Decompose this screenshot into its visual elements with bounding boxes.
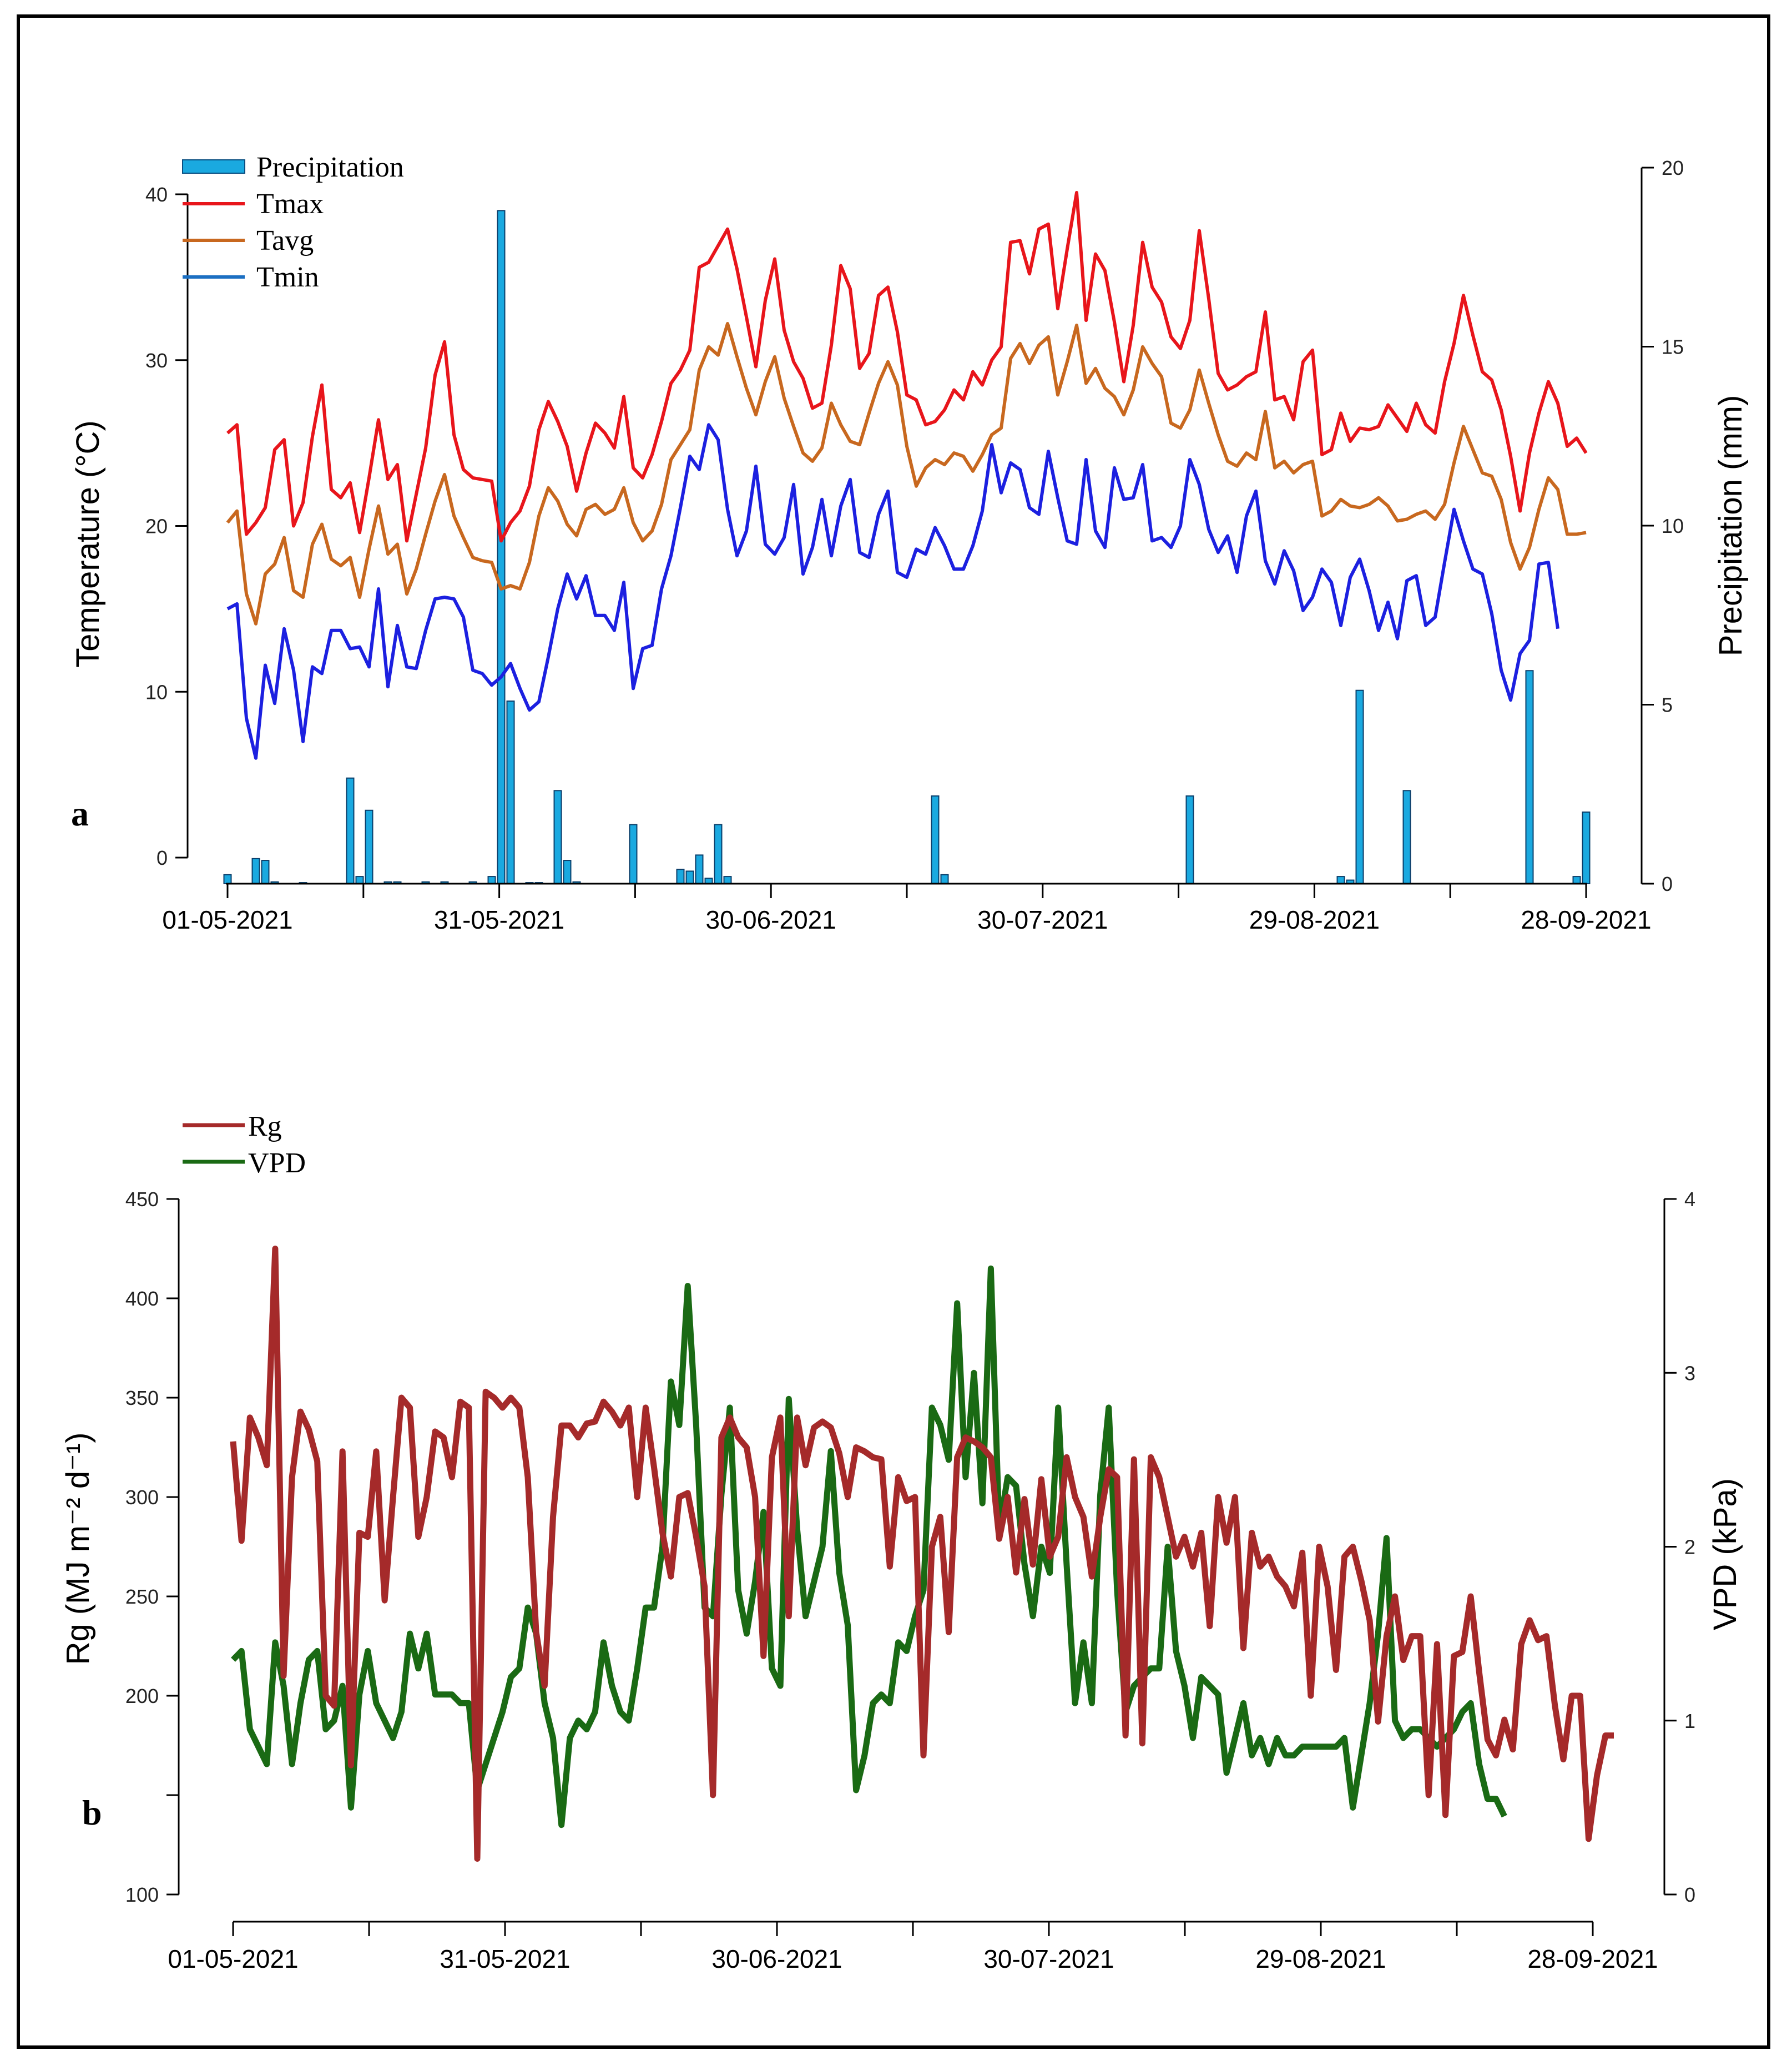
a-right-ticks-label: 5 [1662,694,1673,717]
precipitation-bar [1355,689,1364,884]
b-left-ticks: 100 200 250 300 350 400 450 [125,1188,179,1906]
precipitation-bar [1185,795,1194,884]
panel-b: 100 200 250 300 350 400 450 0 1 2 3 4 01-05-2021 31… [60,1111,1743,1973]
legend-label-tavg: Tavg [256,225,314,256]
precipitation-bar [695,854,704,885]
legend-swatch-precipitation [182,159,245,174]
legend-label-vpd: VPD [248,1147,306,1179]
a-right-ticks-label: 0 [1662,873,1673,895]
b-right-ticks-label: 4 [1684,1188,1695,1211]
precipitation-bar [1402,790,1411,885]
precipitation-bar [676,869,685,884]
a-y-right-title: Precipitation (mm) [1713,395,1749,657]
x-tick-label: 28-09-2021 [1521,905,1651,934]
precipitation-bar [1572,876,1581,884]
x-tick-label: 30-06-2021 [711,1944,842,1973]
series-line-tavg [226,322,1587,626]
rg-vpd-lines [230,1246,1614,1862]
precipitation-bar [497,210,506,884]
b-left-ticks-label: 400 [125,1287,159,1310]
a-left-ticks-label: 40 [145,183,168,206]
precipitation-bar [355,876,364,884]
x-tick-label: 30-07-2021 [983,1944,1114,1973]
x-tick-label: 29-08-2021 [1255,1944,1386,1973]
precipitation-bar [346,777,355,884]
legend-label-tmin: Tmin [256,261,319,293]
precipitation-bar [685,870,694,885]
precipitation-bar [723,876,732,884]
a-y-left-title: Temperature (°C) [70,420,106,667]
series-line-tmax [226,191,1588,543]
precipitation-bar [714,824,723,884]
b-y-left-title: Rg (MJ m⁻² d⁻¹) [60,1433,96,1665]
x-tick-label: 30-06-2021 [706,905,836,934]
x-tick-label: 01-05-2021 [162,905,292,934]
b-right-ticks: 0 1 2 3 4 [1664,1188,1695,1906]
precipitation-bar [251,858,260,884]
legend-label-precipitation: Precipitation [256,152,404,183]
precipitation-bar [931,795,940,884]
a-legend: Precipitation Tmax Tavg Tmin [182,152,404,293]
a-x-ticks: 01-05-2021 31-05-2021 30-06-2021 30-07-2021… [162,884,1652,934]
x-tick-label: 31-05-2021 [440,1944,570,1973]
precipitation-bar [629,824,638,884]
b-left-ticks-label: 450 [125,1188,159,1211]
series-line-vpd [231,1265,1507,1828]
x-tick-label: 29-08-2021 [1249,905,1380,934]
a-left-ticks: 0 10 20 30 40 [145,183,188,869]
figure-frame [17,14,1770,2049]
precipitation-bar [1525,670,1534,884]
b-left-ticks-label: 200 [125,1685,159,1707]
precipitation-bars [223,210,1591,885]
b-right-ticks-label: 3 [1684,1362,1695,1384]
legend-label-rg: Rg [248,1111,282,1142]
precipitation-bar [261,860,270,884]
a-right-ticks: 0 5 10 15 20 [1642,157,1684,895]
b-x-ticks: 01-05-2021 31-05-2021 30-06-2021 30-07-2021… [168,1922,1658,1973]
x-tick-label: 30-07-2021 [977,905,1108,934]
b-legend: Rg VPD [183,1111,306,1179]
panel-a: 0 10 20 30 40 0 5 10 15 20 01-05-2021 31-05-2021 3… [70,152,1749,934]
precipitation-bar [223,874,232,884]
a-right-ticks-label: 20 [1662,157,1684,179]
a-left-ticks-label: 10 [145,681,168,703]
x-tick-label: 28-09-2021 [1527,1944,1658,1973]
precipitation-bar [563,860,572,884]
precipitation-bar [940,874,949,884]
a-left-ticks-label: 30 [145,349,168,372]
temperature-lines [226,191,1588,760]
precipitation-bar [1582,812,1591,884]
a-left-ticks-label: 0 [157,846,168,869]
panel-label-b: b [82,1793,102,1832]
precipitation-bar [506,701,515,885]
a-right-ticks-label: 15 [1662,336,1684,359]
panel-label-a: a [71,794,89,833]
precipitation-bar [365,809,373,885]
legend-label-tmax: Tmax [256,188,324,220]
x-tick-label: 31-05-2021 [434,905,564,934]
x-tick-label: 01-05-2021 [168,1944,298,1973]
series-line-rg [230,1246,1614,1862]
b-right-ticks-label: 1 [1684,1710,1695,1732]
a-right-ticks-label: 10 [1662,515,1684,537]
b-right-ticks-label: 2 [1684,1536,1695,1559]
b-left-ticks-label: 350 [125,1387,159,1409]
a-left-ticks-label: 20 [145,515,168,538]
b-left-ticks-label: 100 [125,1883,159,1906]
precipitation-bar [487,876,496,884]
precipitation-bar [1336,876,1345,884]
precipitation-bar [553,790,562,885]
b-left-ticks-label: 250 [125,1585,159,1608]
b-right-ticks-label: 0 [1684,1883,1695,1906]
series-line-tmin [226,423,1559,760]
b-y-right-title: VPD (kPa) [1707,1478,1743,1630]
b-left-ticks-label: 300 [125,1486,159,1509]
